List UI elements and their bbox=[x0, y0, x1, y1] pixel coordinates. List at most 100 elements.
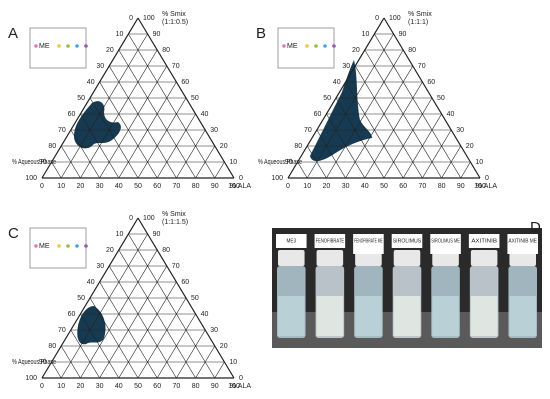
tick-label: 50 bbox=[191, 295, 199, 302]
legend-dot bbox=[314, 44, 318, 48]
vial-cap bbox=[470, 250, 498, 266]
grid-line bbox=[422, 129, 452, 179]
grid-line bbox=[80, 113, 120, 179]
tick-label: 50 bbox=[77, 95, 85, 102]
legend-dot bbox=[75, 244, 79, 248]
tick-label: 10 bbox=[57, 183, 65, 190]
tick-label: 90 bbox=[285, 159, 293, 166]
vial-label: ME3 bbox=[286, 238, 296, 244]
grid-line bbox=[326, 113, 366, 179]
tick-label: 90 bbox=[457, 183, 465, 190]
tick-label: 50 bbox=[134, 183, 142, 190]
grid-line bbox=[137, 97, 187, 179]
tick-label: 0 bbox=[375, 15, 379, 22]
tick-label: 10 bbox=[57, 383, 65, 390]
tick-label: 30 bbox=[210, 327, 218, 334]
vial-tag bbox=[468, 234, 500, 248]
grid-line bbox=[60, 233, 148, 379]
vial-tag bbox=[314, 234, 346, 248]
tick-label: 60 bbox=[181, 279, 189, 286]
vial-liquid bbox=[355, 296, 382, 336]
grid-line bbox=[99, 265, 168, 379]
tick-label: 30 bbox=[96, 63, 104, 70]
grid-line bbox=[374, 33, 462, 179]
grid-line bbox=[128, 33, 216, 179]
tick-label: 80 bbox=[192, 383, 200, 390]
tick-label: 80 bbox=[408, 47, 416, 54]
tick-label: 20 bbox=[77, 383, 85, 390]
tick-label: 10 bbox=[303, 183, 311, 190]
tick-label: 90 bbox=[211, 183, 219, 190]
axis-title: % ALA bbox=[230, 383, 251, 390]
tick-label: 100 bbox=[143, 15, 155, 22]
tick-label: 60 bbox=[399, 183, 407, 190]
tick-label: 50 bbox=[437, 95, 445, 102]
grid-line bbox=[214, 361, 225, 379]
grid-line bbox=[60, 33, 148, 179]
tick-label: 10 bbox=[116, 31, 124, 38]
vial-tag bbox=[430, 234, 461, 254]
vial-cap bbox=[316, 250, 344, 266]
vial-liquid bbox=[432, 296, 459, 336]
grid-line bbox=[128, 233, 216, 379]
tick-label: 60 bbox=[68, 111, 76, 118]
vial-liquid bbox=[316, 296, 344, 336]
vial-label: SIROLIMUS ME bbox=[431, 238, 460, 244]
tick-label: 100 bbox=[228, 183, 240, 190]
grid-line bbox=[108, 65, 177, 179]
axis-title: % Aqueous Phase bbox=[12, 359, 56, 366]
vial-cap bbox=[393, 250, 421, 266]
legend-box bbox=[277, 27, 335, 69]
tick-label: 60 bbox=[181, 79, 189, 86]
tick-label: 50 bbox=[77, 295, 85, 302]
legend-dot bbox=[57, 244, 61, 248]
vial-tag bbox=[391, 234, 423, 248]
vial-tag bbox=[276, 234, 307, 248]
tick-label: 10 bbox=[229, 359, 237, 366]
tick-label: 80 bbox=[162, 247, 170, 254]
grid-line bbox=[80, 313, 120, 379]
tick-label: 20 bbox=[106, 47, 114, 54]
grid-line bbox=[89, 297, 139, 379]
tick-label: 100 bbox=[25, 175, 37, 182]
tick-label: 90 bbox=[153, 231, 161, 238]
tick-label: 0 bbox=[485, 175, 489, 182]
tick-label: 100 bbox=[228, 383, 240, 390]
tick-label: 60 bbox=[314, 111, 322, 118]
tick-label: 80 bbox=[48, 143, 56, 150]
tick-label: 10 bbox=[229, 159, 237, 166]
grid-line bbox=[345, 81, 404, 179]
tick-label: 40 bbox=[87, 79, 95, 86]
grid-line bbox=[383, 17, 481, 179]
grid-line bbox=[137, 297, 187, 379]
tick-label: 70 bbox=[172, 63, 180, 70]
vial-label: FENOFIBRATE bbox=[316, 238, 345, 244]
tick-label: 90 bbox=[153, 31, 161, 38]
legend-dot bbox=[282, 44, 286, 48]
vial-liquid bbox=[393, 296, 421, 336]
tick-label: 60 bbox=[153, 383, 161, 390]
vial-cap bbox=[278, 250, 305, 266]
grid-line bbox=[60, 145, 81, 179]
grid-line bbox=[316, 129, 346, 179]
tick-label: 100 bbox=[389, 15, 401, 22]
grid-line bbox=[460, 161, 471, 179]
tick-label: 50 bbox=[323, 95, 331, 102]
tick-label: 0 bbox=[40, 383, 44, 390]
tick-label: 30 bbox=[342, 63, 350, 70]
tick-label: 60 bbox=[68, 311, 76, 318]
legend-dot bbox=[84, 44, 88, 48]
legend-label: ME bbox=[39, 243, 50, 250]
tick-label: 70 bbox=[58, 127, 66, 134]
legend-dot bbox=[323, 44, 327, 48]
grid-line bbox=[118, 49, 196, 179]
panel-label: D bbox=[530, 219, 541, 236]
tick-label: 80 bbox=[162, 47, 170, 54]
tick-label: 0 bbox=[286, 183, 290, 190]
tick-label: 70 bbox=[172, 263, 180, 270]
axis-title: % Aqueous Phase bbox=[258, 159, 302, 166]
grid-line bbox=[214, 161, 225, 179]
grid-line bbox=[176, 329, 206, 379]
vial-tag bbox=[507, 234, 538, 254]
